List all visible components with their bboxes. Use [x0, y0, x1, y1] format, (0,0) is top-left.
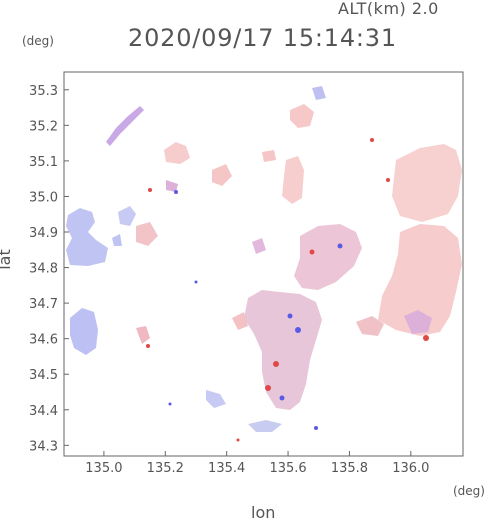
altitude-label: ALT(km) 2.0 — [338, 0, 439, 18]
y-tick-label: 35.3 — [29, 84, 58, 99]
x-axis-unit: (deg) — [453, 484, 485, 498]
timestamp-title: 2020/09/17 15:14:31 — [128, 24, 397, 52]
plot-frame — [63, 71, 464, 457]
y-tick-label: 34.9 — [29, 226, 58, 241]
y-tick-label: 34.4 — [29, 404, 58, 419]
x-tick-label: 135.8 — [331, 461, 368, 476]
x-tick-label: 135.2 — [147, 461, 184, 476]
x-tick-label: 136.0 — [392, 461, 429, 476]
x-axis-label: lon — [251, 503, 276, 522]
y-axis-unit: (deg) — [22, 34, 54, 48]
y-tick-label: 35.1 — [29, 155, 58, 170]
x-tick-label: 135.0 — [85, 461, 122, 476]
y-tick-label: 34.5 — [29, 368, 58, 383]
axis-ticks: 135.0 135.2 135.4 135.6 135.8 136.0 35.3 35.2 35… — [29, 84, 429, 476]
y-tick-label: 35.0 — [29, 190, 58, 205]
y-tick-label: 34.3 — [29, 439, 58, 454]
radar-echo-layer — [66, 86, 462, 442]
x-tick-label: 135.6 — [269, 461, 306, 476]
y-tick-label: 34.8 — [29, 262, 58, 277]
y-tick-label: 35.2 — [29, 119, 58, 134]
y-tick-label: 34.7 — [29, 297, 58, 312]
y-tick-label: 34.6 — [29, 333, 58, 348]
x-tick-label: 135.4 — [208, 461, 245, 476]
